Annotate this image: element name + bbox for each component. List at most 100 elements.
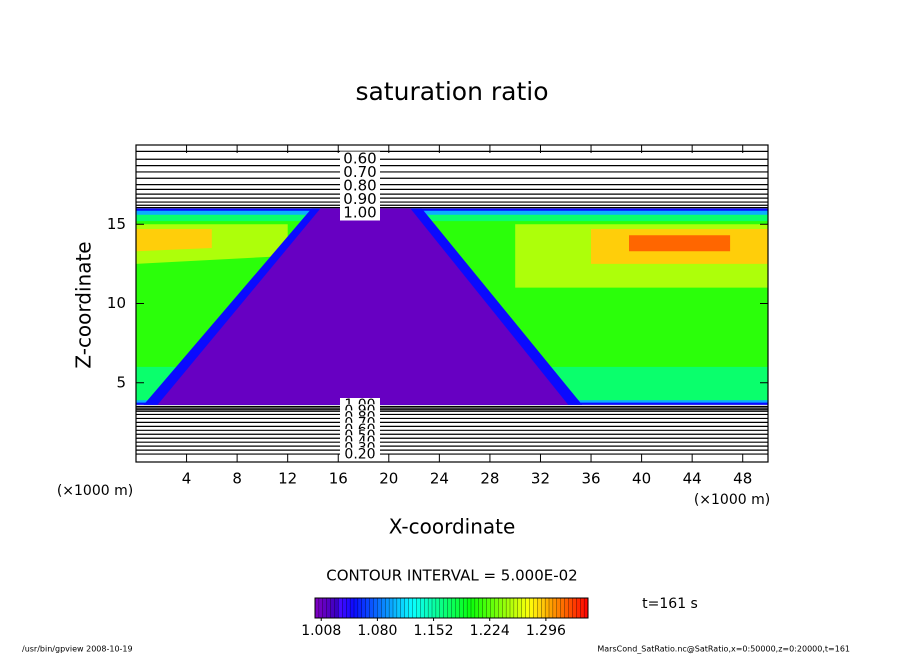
colorbar-swatch bbox=[533, 597, 538, 619]
x-unit-label: (×1000 m) bbox=[694, 492, 770, 508]
footer-right: MarsCond_SatRatio.nc@SatRatio,x=0:50000,… bbox=[597, 645, 850, 654]
label-backdrop bbox=[340, 151, 380, 167]
colorbar-swatch bbox=[400, 597, 406, 619]
colorbar-swatch bbox=[459, 597, 464, 619]
x-axis-label: X-coordinate bbox=[389, 515, 516, 539]
colorbar-swatch bbox=[541, 597, 546, 619]
label-backdrop bbox=[340, 205, 380, 221]
filled-region bbox=[136, 229, 212, 252]
colorbar-swatch bbox=[357, 597, 363, 619]
colorbar-swatch bbox=[572, 597, 577, 619]
x-tick-label: 32 bbox=[531, 470, 550, 488]
colorbar-swatch bbox=[404, 597, 410, 619]
colorbar-swatch bbox=[544, 597, 550, 619]
colorbar-swatch bbox=[416, 597, 421, 619]
x-tick-label: 8 bbox=[232, 470, 242, 488]
colorbar-swatch bbox=[377, 597, 382, 619]
colorbar-swatch bbox=[490, 597, 495, 619]
contour-label: 0.90 bbox=[343, 190, 376, 208]
colorbar-swatch bbox=[412, 597, 417, 619]
colorbar-swatch bbox=[361, 597, 367, 619]
colorbar-swatch bbox=[365, 597, 371, 619]
colorbar-swatch bbox=[505, 597, 511, 619]
colorbar-swatch bbox=[525, 597, 530, 619]
y-tick-label: 15 bbox=[107, 215, 126, 233]
colorbar-swatch bbox=[373, 597, 378, 619]
colorbar-swatch bbox=[385, 597, 390, 619]
contour-label: 0.80 bbox=[343, 177, 376, 195]
colorbar-swatch bbox=[580, 597, 585, 619]
colorbar-swatch bbox=[463, 597, 468, 619]
colorbar-swatch bbox=[447, 597, 452, 619]
contour-label: 1.00 bbox=[343, 204, 376, 222]
colorbar-tick-label: 1.080 bbox=[357, 623, 397, 639]
colorbar-swatch bbox=[537, 597, 542, 619]
colorbar-tick-label: 1.152 bbox=[414, 623, 454, 639]
x-tick-label: 24 bbox=[430, 470, 449, 488]
colorbar-swatch bbox=[334, 597, 339, 619]
contour-label: 0.70 bbox=[343, 163, 376, 181]
colorbar-swatch bbox=[513, 597, 519, 619]
colorbar-swatch bbox=[408, 597, 413, 619]
colorbar-swatch bbox=[560, 597, 566, 619]
colorbar-swatch bbox=[427, 597, 433, 619]
colorbar-swatch bbox=[392, 597, 398, 619]
x-tick-label: 28 bbox=[480, 470, 499, 488]
colorbar-swatch bbox=[451, 597, 456, 619]
colorbar-swatch bbox=[466, 597, 472, 619]
colorbar-swatch bbox=[494, 597, 499, 619]
colorbar-swatch bbox=[482, 597, 488, 619]
colorbar-swatch bbox=[338, 597, 343, 619]
colorbar-swatch bbox=[330, 597, 335, 619]
colorbar-swatch bbox=[478, 597, 484, 619]
contour-interval: CONTOUR INTERVAL = 5.000E-02 bbox=[326, 567, 577, 585]
x-tick-label: 48 bbox=[733, 470, 752, 488]
colorbar-swatch bbox=[509, 597, 515, 619]
colorbar-swatch bbox=[326, 597, 332, 619]
colorbar-tick-label: 1.008 bbox=[301, 623, 341, 639]
time-label: t=161 s bbox=[642, 596, 698, 612]
x-tick-label: 36 bbox=[581, 470, 600, 488]
x-tick-label: 16 bbox=[329, 470, 348, 488]
contour-label: 0.20 bbox=[344, 447, 375, 463]
label-backdrop bbox=[340, 165, 380, 180]
colorbar-swatch bbox=[517, 597, 523, 619]
colorbar-swatch bbox=[564, 597, 569, 619]
chart-title: saturation ratio bbox=[355, 77, 548, 106]
colorbar-swatch bbox=[346, 597, 351, 619]
colorbar-swatch bbox=[502, 597, 507, 619]
colorbar-swatch bbox=[314, 597, 320, 619]
colorbar-swatch bbox=[396, 597, 402, 619]
colorbar-swatch bbox=[576, 597, 581, 619]
colorbar-swatch bbox=[443, 597, 449, 619]
colorbar-swatch bbox=[420, 597, 425, 619]
y-axis-label: Z-coordinate bbox=[72, 241, 96, 368]
colorbar-swatch bbox=[381, 597, 386, 619]
filled-region bbox=[157, 208, 569, 405]
colorbar-tick-label: 1.224 bbox=[470, 623, 510, 639]
label-backdrop bbox=[340, 178, 380, 194]
y-tick-label: 5 bbox=[116, 373, 126, 391]
x-unit-label: (×1000 m) bbox=[57, 483, 133, 499]
x-tick-label: 4 bbox=[182, 470, 192, 488]
colorbar-swatch bbox=[552, 597, 558, 619]
x-tick-label: 40 bbox=[632, 470, 651, 488]
colorbar-swatch bbox=[455, 597, 460, 619]
colorbar-swatch bbox=[431, 597, 437, 619]
contour-label: 0.60 bbox=[343, 150, 376, 168]
colorbar-swatch bbox=[342, 597, 347, 619]
filled-region bbox=[629, 235, 731, 252]
footer-left: /usr/bin/gpview 2008-10-19 bbox=[22, 645, 133, 654]
colorbar-swatch bbox=[556, 597, 562, 619]
colorbar-swatch bbox=[486, 597, 491, 619]
colorbar-swatch bbox=[318, 597, 324, 619]
y-tick-label: 10 bbox=[107, 294, 126, 312]
colorbar-swatch bbox=[470, 597, 476, 619]
x-tick-label: 44 bbox=[683, 470, 702, 488]
x-tick-label: 12 bbox=[278, 470, 297, 488]
colorbar-swatch bbox=[353, 597, 359, 619]
colorbar-swatch bbox=[369, 597, 374, 619]
colorbar-swatch bbox=[498, 597, 503, 619]
colorbar-swatch bbox=[474, 597, 480, 619]
